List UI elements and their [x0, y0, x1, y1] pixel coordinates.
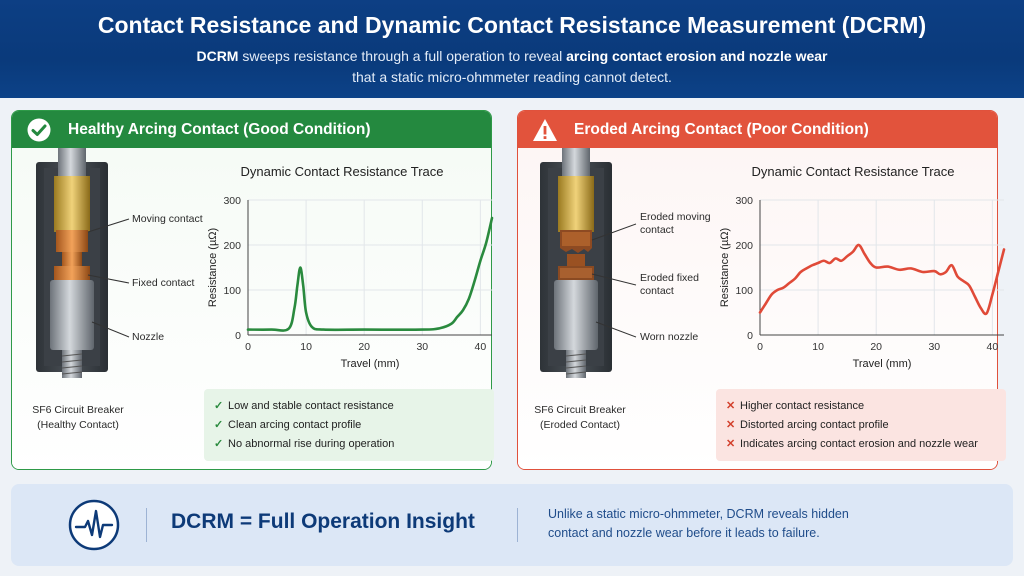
label-moving-contact: Moving contact [132, 213, 203, 225]
eroded-chart-title: Dynamic Contact Resistance Trace [751, 164, 955, 179]
cross-icon: ✕ [726, 438, 736, 450]
eroded-panel-title: Eroded Arcing Contact (Poor Condition) [574, 121, 869, 138]
label-nozzle: Nozzle [132, 331, 165, 343]
y-tick-label: 0 [235, 330, 241, 342]
check-circle-icon [27, 118, 51, 142]
check-item: ✓ Low and stable contact resistance [214, 397, 484, 416]
y-tick-label: 0 [747, 330, 753, 342]
x-tick-label: 30 [928, 341, 940, 353]
resistance-trace-line [758, 243, 1006, 316]
label-eroded-moving-contact: Eroded moving contact [640, 211, 711, 236]
label-fixed-contact: Fixed contact [132, 277, 195, 289]
check-item: ✓ No abnormal rise during operation [214, 435, 484, 454]
y-axis-label: Resistance (µΩ) [207, 228, 219, 307]
x-tick-label: 10 [300, 341, 312, 353]
x-tick-label: 20 [358, 341, 370, 353]
healthy-checklist: ✓ Low and stable contact resistance ✓ Clea… [204, 389, 494, 461]
subtitle-line-1: DCRM sweeps resistance through a full op… [196, 48, 828, 64]
x-tick-label: 40 [475, 341, 487, 353]
y-tick-label: 100 [223, 285, 241, 297]
healthy-panel-header: Healthy Arcing Contact (Good Condition) [12, 111, 491, 148]
check-icon: ✓ [214, 400, 224, 412]
x-tick-label: 10 [812, 341, 824, 353]
healthy-dcrm-chart: 0 100 200 300 0 10 20 30 40 Travel (mm) Resistance… [207, 195, 494, 370]
cross-icon: ✕ [726, 419, 736, 431]
eroded-checklist: ✕ Higher contact resistance ✕ Distorted ar… [716, 389, 1006, 461]
eroded-dcrm-chart: 0 100 200 300 0 10 20 30 40 Travel (mm) Resistance… [719, 195, 1006, 370]
cross-icon: ✕ [726, 400, 736, 412]
check-item: ✓ Clean arcing contact profile [214, 416, 484, 435]
waveform-circle-icon [68, 499, 120, 551]
x-tick-label: 40 [987, 341, 999, 353]
footer-divider [517, 508, 518, 542]
footer-divider [146, 508, 147, 542]
eroded-breaker-illustration [540, 148, 612, 378]
header-banner: Contact Resistance and Dynamic Contact R… [0, 0, 1024, 98]
x-axis-label: Travel (mm) [853, 358, 912, 370]
y-tick-label: 200 [223, 240, 241, 252]
resistance-trace-line [246, 216, 494, 332]
y-tick-label: 300 [735, 195, 753, 207]
page-title: Contact Resistance and Dynamic Contact R… [97, 12, 927, 38]
issue-item: ✕ Indicates arcing contact erosion and no… [726, 435, 996, 454]
footer-banner: DCRM = Full Operation Insight Unlike a s… [11, 484, 1013, 566]
healthy-breaker-caption: SF6 Circuit Breaker (Healthy Contact) [32, 404, 124, 431]
footer-text: Unlike a static micro-ohmmeter, DCRM rev… [548, 507, 849, 540]
eroded-breaker-caption: SF6 Circuit Breaker (Eroded Contact) [534, 404, 626, 431]
y-tick-label: 100 [735, 285, 753, 297]
x-tick-label: 20 [870, 341, 882, 353]
y-axis-label: Resistance (µΩ) [719, 228, 731, 307]
healthy-breaker-illustration [36, 148, 108, 378]
footer-title: DCRM = Full Operation Insight [171, 510, 475, 533]
label-eroded-fixed-contact: Eroded fixed contact [640, 272, 699, 297]
x-tick-label: 0 [757, 341, 763, 353]
healthy-panel-title: Healthy Arcing Contact (Good Condition) [68, 121, 371, 138]
subtitle-line-2: that a static micro-ohmmeter reading can… [352, 69, 672, 85]
eroded-panel-header: Eroded Arcing Contact (Poor Condition) [518, 111, 997, 148]
x-axis-label: Travel (mm) [341, 358, 400, 370]
check-icon: ✓ [214, 438, 224, 450]
healthy-chart-title: Dynamic Contact Resistance Trace [240, 164, 444, 179]
issue-item: ✕ Higher contact resistance [726, 397, 996, 416]
y-tick-label: 300 [223, 195, 241, 207]
check-icon: ✓ [214, 419, 224, 431]
x-tick-label: 0 [245, 341, 251, 353]
warning-triangle-icon [533, 119, 557, 141]
label-worn-nozzle: Worn nozzle [640, 331, 699, 343]
issue-item: ✕ Distorted arcing contact profile [726, 416, 996, 435]
y-tick-label: 200 [735, 240, 753, 252]
x-tick-label: 30 [416, 341, 428, 353]
